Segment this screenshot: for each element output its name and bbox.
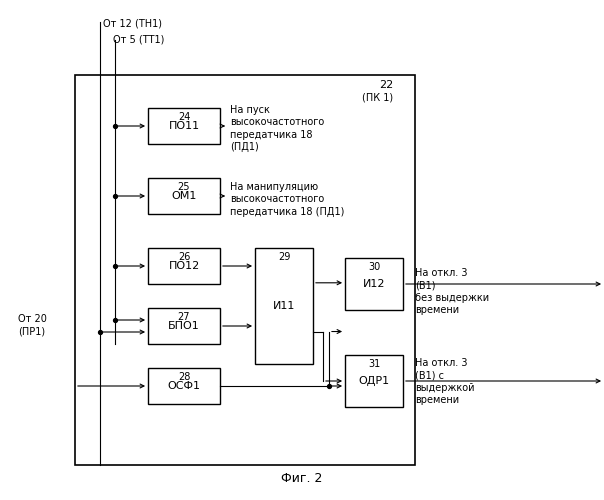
Bar bbox=[148, 308, 220, 344]
Text: 29: 29 bbox=[278, 252, 290, 262]
Text: 25: 25 bbox=[178, 182, 190, 192]
Text: БПО1: БПО1 bbox=[168, 321, 200, 331]
Bar bbox=[345, 355, 403, 407]
Text: На пуск
высокочастотного
передатчика 18
(ПД1): На пуск высокочастотного передатчика 18 … bbox=[230, 105, 324, 152]
Text: И12: И12 bbox=[363, 279, 385, 289]
Text: 28: 28 bbox=[178, 372, 190, 382]
Text: 22: 22 bbox=[379, 80, 393, 90]
Text: 27: 27 bbox=[178, 312, 190, 322]
Bar bbox=[345, 258, 403, 310]
Text: И11: И11 bbox=[273, 301, 295, 311]
Text: Фиг. 2: Фиг. 2 bbox=[281, 472, 323, 484]
Bar bbox=[148, 368, 220, 404]
Text: 30: 30 bbox=[368, 262, 380, 272]
Text: 26: 26 bbox=[178, 252, 190, 262]
Text: (ПК 1): (ПК 1) bbox=[362, 93, 393, 103]
Bar bbox=[255, 248, 313, 364]
Text: На откл. 3
(В1)
без выдержки
времени: На откл. 3 (В1) без выдержки времени bbox=[415, 268, 489, 315]
Bar bbox=[148, 108, 220, 144]
Text: 31: 31 bbox=[368, 359, 380, 369]
Bar bbox=[148, 248, 220, 284]
Bar bbox=[148, 178, 220, 214]
Text: На откл. 3
(В1) с
выдержкой
времени: На откл. 3 (В1) с выдержкой времени bbox=[415, 358, 475, 405]
Text: ОМ1: ОМ1 bbox=[172, 191, 197, 201]
Text: ОСФ1: ОСФ1 bbox=[167, 381, 201, 391]
Text: На манипуляцию
высокочастотного
передатчика 18 (ПД1): На манипуляцию высокочастотного передатч… bbox=[230, 182, 344, 217]
Text: ПО11: ПО11 bbox=[169, 121, 199, 131]
Text: От 12 (ТН1): От 12 (ТН1) bbox=[103, 18, 162, 28]
Text: ОДР1: ОДР1 bbox=[358, 376, 390, 386]
Text: От 5 (ТТ1): От 5 (ТТ1) bbox=[113, 35, 164, 45]
Text: 24: 24 bbox=[178, 112, 190, 122]
Bar bbox=[75, 75, 415, 465]
Text: От 20
(ПР1): От 20 (ПР1) bbox=[18, 314, 47, 336]
Text: ПО12: ПО12 bbox=[169, 261, 200, 271]
